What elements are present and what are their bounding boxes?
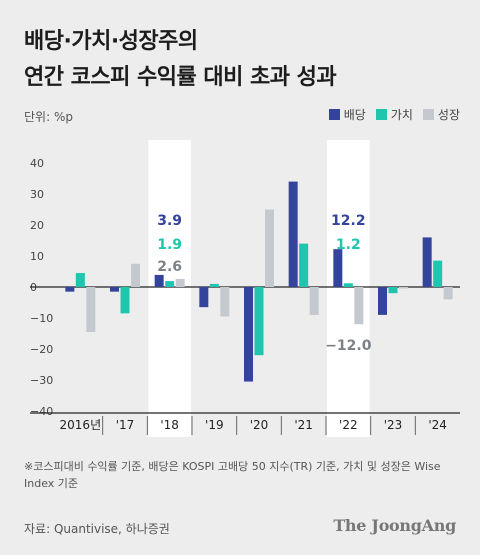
source-text: 자료: Quantivise, 하나증권 [24,522,170,536]
data-label: 2.6 [157,259,182,275]
bar-value [209,283,219,287]
legend-label-value: 가치 [390,108,413,122]
bar-growth [265,209,274,287]
legend-label-growth: 성장 [437,108,460,122]
x-tick-label: '24 [428,418,447,432]
y-tick-label: 10 [30,250,44,263]
x-tick-label: '19 [205,418,224,432]
bar-dividend [378,287,387,315]
bar-value [75,273,85,287]
legend-swatch-dividend [328,109,340,120]
bar-value [299,243,309,287]
bar-value [388,287,398,294]
bar-value [120,287,130,314]
bar-dividend [288,181,298,287]
x-tick-label: '21 [294,418,313,432]
chart-title: 배당·가치·성장주의 연간 코스피 수익률 대비 초과 성과 [24,24,337,96]
title-line-1: 배당·가치·성장주의 [24,29,198,54]
bar-growth [399,287,408,289]
bar-growth [309,287,319,315]
legend-item-dividend: 배당 [328,106,366,123]
x-tick-label: '23 [384,418,403,432]
y-tick-label: −20 [30,343,53,356]
y-tick-label: −10 [30,312,53,325]
x-tick-label: '22 [339,418,358,432]
bar-growth [175,278,185,287]
legend-swatch-growth [422,109,434,120]
y-tick-label: 30 [30,188,44,201]
title-line-2: 연간 코스피 수익률 대비 초과 성과 [24,65,337,90]
x-tick-label: '18 [160,418,179,432]
x-tick-label: 2016년 [60,418,102,432]
footnote: ※코스피대비 수익률 기준, 배당은 KOSPI 고배당 50 지수(TR) 기… [24,460,441,490]
bar-growth [354,287,364,325]
bar-dividend [65,287,75,292]
bar-value [254,287,264,356]
x-tick-label: '17 [116,418,135,432]
data-label: 1.9 [157,237,182,253]
bar-dividend [422,237,432,287]
data-label: 1.2 [336,237,361,253]
bar-growth [443,287,453,300]
bar-growth [131,263,140,287]
legend-item-value: 가치 [375,106,413,123]
y-tick-label: −40 [30,405,53,418]
bar-dividend [244,287,253,382]
highlight-band-2 [148,140,191,437]
legend-label-dividend: 배당 [343,108,366,122]
y-tick-label: 40 [30,157,44,170]
legend: 배당 가치 성장 [328,106,460,123]
x-tick-label: '20 [250,418,269,432]
bar-dividend [110,287,119,292]
bar-chart: 403020100−10−20−30−402016년'17'18'19'20'2… [30,140,460,437]
data-label: 12.2 [331,213,366,229]
bar-value [165,281,175,287]
bar-growth [220,287,230,317]
bar-growth [86,287,96,332]
bar-value [433,260,443,287]
data-label: −12.0 [325,338,372,354]
legend-item-growth: 성장 [422,106,460,123]
bar-dividend [154,274,164,287]
data-label: 3.9 [157,213,182,229]
y-tick-label: 20 [30,219,44,232]
unit-label: 단위: %p [24,110,73,124]
bar-dividend [333,249,343,287]
bar-value [343,283,353,287]
legend-swatch-value [375,109,387,120]
bar-dividend [199,287,209,308]
y-tick-label: −30 [30,374,53,387]
brand-logo: The JoongAng [333,516,456,535]
